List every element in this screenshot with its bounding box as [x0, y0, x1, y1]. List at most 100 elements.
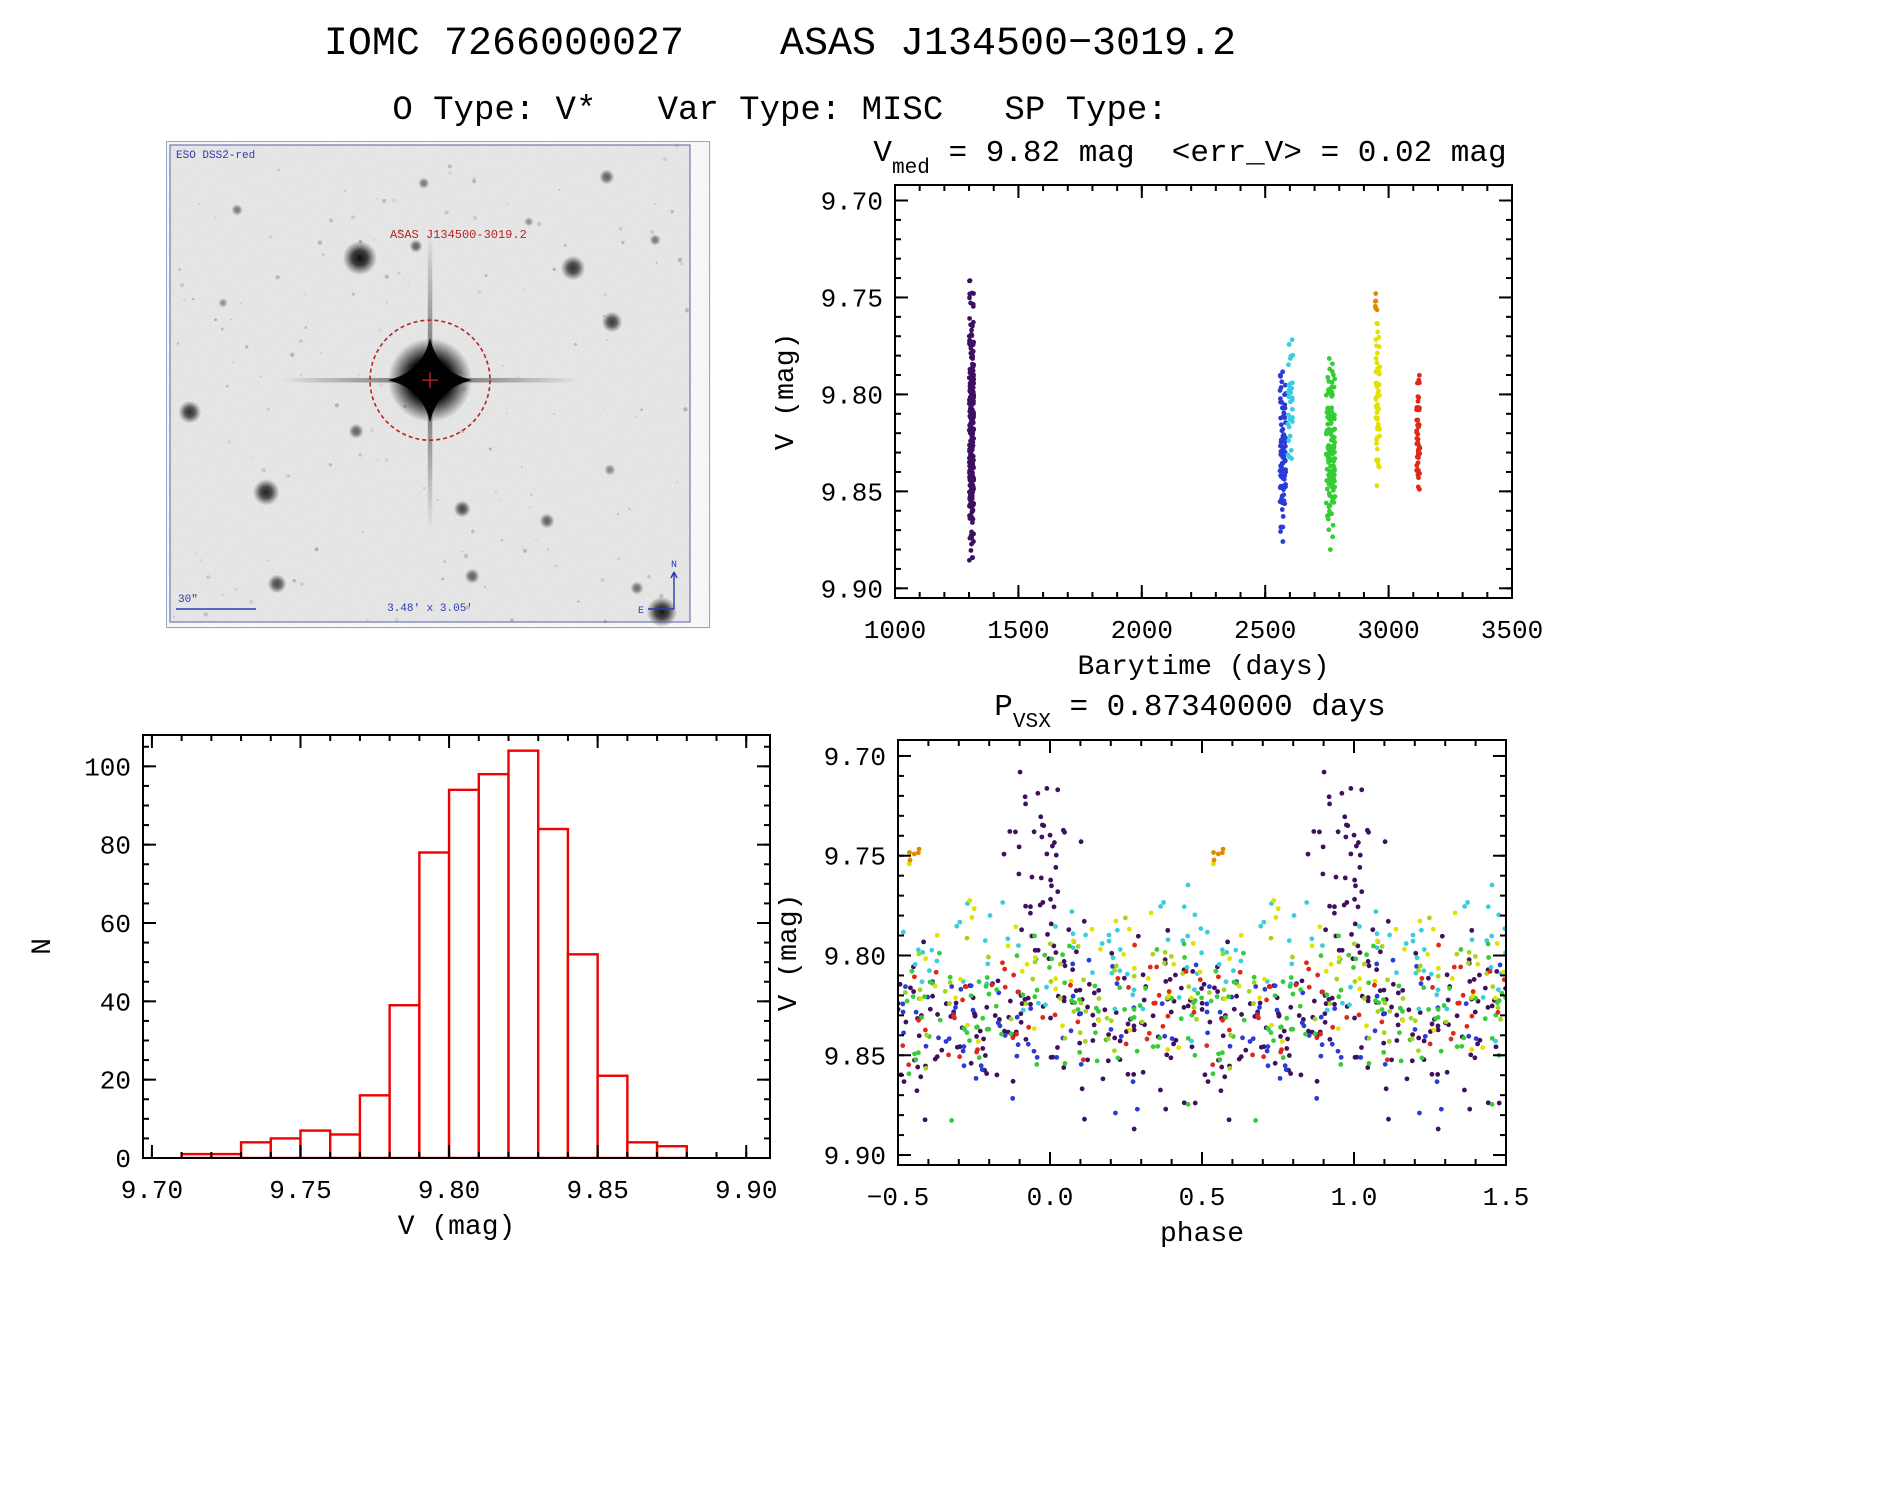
data-point	[1191, 987, 1197, 993]
data-point	[1178, 1016, 1184, 1022]
data-point	[1070, 967, 1076, 973]
data-point	[1487, 969, 1493, 974]
data-point	[1210, 1071, 1216, 1077]
data-point	[1312, 1016, 1318, 1022]
data-point	[1020, 992, 1026, 998]
data-point	[902, 990, 908, 995]
data-point	[1489, 1003, 1495, 1009]
data-point	[1018, 1019, 1024, 1025]
data-point	[1165, 1013, 1171, 1019]
data-point	[1096, 987, 1102, 993]
data-point	[1298, 987, 1304, 993]
data-point	[1395, 1022, 1401, 1028]
data-point	[1394, 970, 1399, 976]
data-point	[979, 1067, 985, 1073]
data-point	[1326, 527, 1332, 533]
data-point	[1060, 952, 1066, 958]
data-point	[971, 372, 976, 378]
data-point	[1117, 985, 1123, 991]
data-point	[1207, 1019, 1213, 1025]
data-point	[1449, 976, 1455, 981]
data-point	[1048, 896, 1053, 902]
data-point	[1352, 896, 1357, 902]
data-point	[1414, 963, 1419, 969]
data-point	[1375, 415, 1381, 421]
data-point	[1374, 961, 1380, 967]
data-point	[1494, 1000, 1500, 1006]
data-point	[1288, 447, 1294, 453]
data-point	[1040, 900, 1046, 905]
data-point	[1241, 1017, 1247, 1023]
data-point	[1195, 990, 1201, 996]
data-point	[1460, 992, 1466, 998]
data-point	[1365, 995, 1371, 1001]
data-point	[1048, 1015, 1053, 1021]
target-marker	[369, 319, 491, 441]
data-point	[1493, 1038, 1498, 1044]
data-point	[1086, 981, 1092, 987]
data-point	[1052, 840, 1057, 845]
data-point	[969, 915, 975, 920]
data-point	[1465, 900, 1470, 905]
data-point	[1024, 961, 1030, 967]
data-point	[1282, 443, 1288, 449]
data-point	[1394, 1012, 1400, 1018]
data-point	[1227, 1043, 1233, 1049]
data-point	[906, 1071, 912, 1077]
data-point	[903, 1019, 909, 1025]
data-point	[987, 913, 993, 918]
data-point	[1416, 1048, 1421, 1054]
histogram-bar	[388, 1004, 421, 1158]
data-point	[1165, 937, 1171, 943]
data-point	[1280, 369, 1286, 375]
axes	[894, 185, 1513, 598]
field-star	[604, 464, 616, 476]
data-point	[1028, 904, 1033, 910]
data-point	[901, 1079, 907, 1085]
data-point	[1261, 919, 1267, 925]
data-point	[1131, 973, 1137, 979]
data-point	[1443, 1019, 1449, 1025]
data-point	[1121, 975, 1127, 981]
data-point	[1288, 975, 1294, 980]
data-point	[1375, 329, 1381, 335]
x-tick-label: 9.75	[269, 1176, 331, 1206]
field-star	[630, 581, 644, 595]
data-point	[961, 1025, 967, 1031]
field-star	[601, 311, 623, 333]
data-point	[1112, 1048, 1117, 1054]
data-point	[1359, 787, 1365, 793]
data-point	[1068, 982, 1073, 988]
data-point	[1336, 947, 1342, 953]
data-point	[1396, 983, 1402, 989]
data-point	[1236, 983, 1242, 989]
compass-north-label: N	[671, 560, 677, 571]
data-point	[1330, 473, 1336, 479]
data-point	[1045, 931, 1050, 937]
data-point	[1083, 932, 1089, 938]
data-point	[1364, 827, 1370, 833]
data-point	[1166, 989, 1172, 994]
data-point	[1372, 298, 1378, 304]
data-point	[1281, 434, 1286, 439]
data-point	[1265, 1063, 1271, 1069]
data-point	[1376, 463, 1381, 469]
data-point	[967, 316, 972, 321]
data-point	[1353, 956, 1359, 962]
data-point	[1285, 452, 1291, 458]
data-point	[1374, 446, 1380, 452]
data-point	[969, 491, 974, 497]
data-point	[1397, 1005, 1403, 1011]
data-point	[1162, 949, 1168, 955]
histogram-bar	[418, 851, 451, 1158]
data-point	[1265, 1044, 1271, 1049]
data-point	[1444, 972, 1450, 978]
data-point	[1376, 388, 1381, 394]
data-point	[960, 997, 965, 1003]
data-point	[1054, 1054, 1060, 1060]
data-point	[971, 291, 976, 296]
data-point	[1078, 1061, 1084, 1067]
data-point	[1329, 416, 1335, 422]
data-point	[1068, 978, 1074, 984]
data-point	[1330, 534, 1336, 540]
